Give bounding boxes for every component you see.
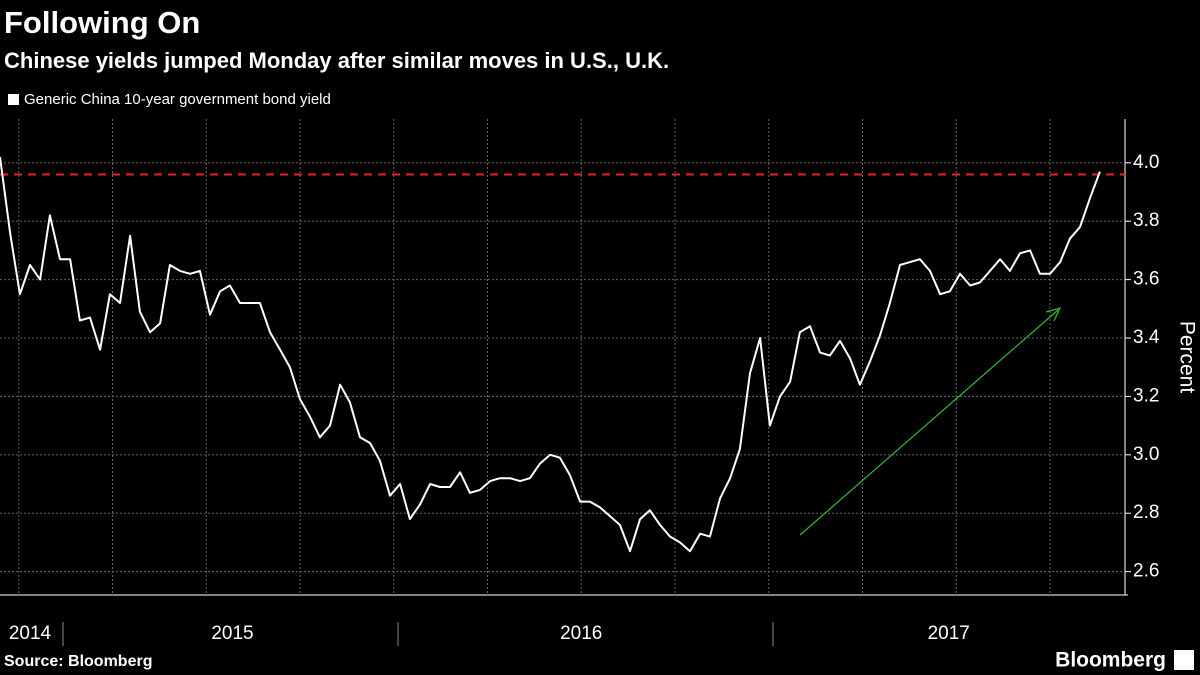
x-tick-label: 2015 <box>211 623 253 644</box>
brand-icon <box>1174 650 1194 670</box>
source: Source: Bloomberg <box>4 653 152 670</box>
legend-label: Generic China 10-year government bond yi… <box>24 91 331 108</box>
legend-swatch <box>8 94 19 105</box>
trend-arrow-head <box>1045 307 1062 322</box>
y-tick-label: 3.6 <box>1133 269 1159 290</box>
y-tick-label: 3.8 <box>1133 210 1159 231</box>
x-tick-label: 2017 <box>928 623 970 644</box>
y-tick-label: 4.0 <box>1133 152 1159 173</box>
y-tick-label: 3.2 <box>1133 385 1159 406</box>
chart-title: Following On <box>4 5 200 40</box>
y-tick-label: 3.4 <box>1133 327 1160 348</box>
data-line <box>0 156 1101 553</box>
y-axis-label: Percent <box>1175 321 1198 394</box>
y-tick-label: 2.6 <box>1133 561 1159 582</box>
y-tick-label: 3.0 <box>1133 444 1159 465</box>
y-tick-label: 2.8 <box>1133 502 1159 523</box>
chart-subtitle: Chinese yields jumped Monday after simil… <box>4 48 669 73</box>
x-tick-label: 2014 <box>9 623 52 644</box>
plot-area: 2.6 2.8 3.0 3.2 3.4 3.6 3.8 4.0 2014 2015 2016 2017 <box>0 119 1160 644</box>
brand: Bloomberg <box>1055 649 1166 672</box>
x-tick-label: 2016 <box>560 623 602 644</box>
trend-arrow <box>799 309 1059 536</box>
